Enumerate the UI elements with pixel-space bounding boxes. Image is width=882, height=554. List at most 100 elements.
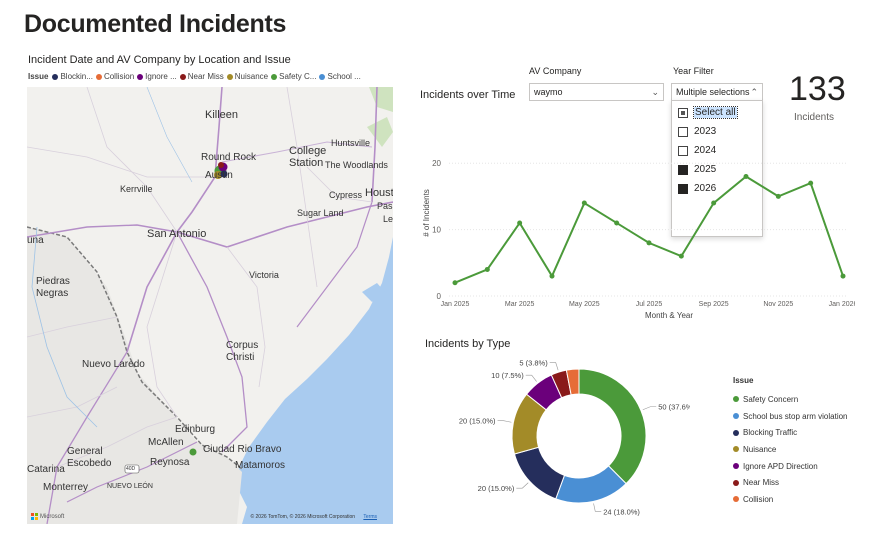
city-edinburg: Edinburg xyxy=(175,424,216,435)
marker-austin-nuisance[interactable] xyxy=(214,171,222,179)
map-copyright: © 2026 TomTom, © 2026 Microsoft Corporat… xyxy=(250,514,355,520)
data-point[interactable] xyxy=(646,240,652,246)
y-tick-label: 10 xyxy=(432,226,441,235)
checkbox-checked-icon[interactable] xyxy=(678,164,688,175)
map-canvas xyxy=(27,87,393,524)
year-option-2024[interactable]: 2024 xyxy=(678,145,716,156)
map-legend-item[interactable]: Blockin... xyxy=(52,72,93,81)
x-axis-label: Month & Year xyxy=(645,311,693,320)
checkbox-partial-icon[interactable] xyxy=(678,107,688,118)
city-san-antonio: San Antonio xyxy=(147,228,207,240)
legend-dot-icon xyxy=(733,463,739,470)
av-company-dropdown[interactable]: waymo ⌄ xyxy=(529,83,664,101)
incidents-over-time-chart[interactable]: 0 10 20 Jan 2025 Mar 2025 May 2025 Jul 2025 Sep… xyxy=(415,128,855,326)
map-legend-label: Collision xyxy=(103,72,135,81)
data-point[interactable] xyxy=(808,180,814,186)
donut-data-label: 20 (15.0%) xyxy=(459,417,496,426)
x-tick-label: Nov 2025 xyxy=(763,301,793,308)
donut-legend-label: Ignore APD Direction xyxy=(743,461,818,471)
data-label-leader xyxy=(642,406,657,411)
marker-austin-nearmiss[interactable] xyxy=(218,162,224,168)
donut-legend-item[interactable]: Collision xyxy=(733,491,848,508)
map-legend-label: School ... xyxy=(327,72,361,81)
region-nuevo-leon: NUEVO LEÓN xyxy=(107,483,153,490)
map-legend-label: Nuisance xyxy=(234,72,269,81)
legend-dot-icon xyxy=(52,73,59,80)
chevron-down-icon: ⌄ xyxy=(651,86,659,97)
donut-data-label: 50 (37.6%) xyxy=(658,403,690,412)
year-option-2026[interactable]: 2026 xyxy=(678,183,716,194)
legend-dot-icon xyxy=(95,73,102,80)
microsoft-logo: Microsoft xyxy=(31,513,64,520)
marker-austin-blocking[interactable] xyxy=(220,170,228,178)
donut-legend-item[interactable]: Nuisance xyxy=(733,441,848,458)
donut-legend-item[interactable]: Safety Concern xyxy=(733,391,848,408)
microsoft-logo-icon xyxy=(31,513,38,520)
donut-legend-item[interactable]: Near Miss xyxy=(733,474,848,491)
av-company-value: waymo xyxy=(534,87,563,97)
city-catarina: Catarina xyxy=(27,464,65,475)
city-cypress: Cypress xyxy=(329,190,363,200)
city-kerrville: Kerrville xyxy=(120,184,153,194)
data-point[interactable] xyxy=(549,273,555,279)
year-filter-label: Year Filter xyxy=(673,66,714,76)
data-point[interactable] xyxy=(484,266,490,272)
donut-slice[interactable] xyxy=(578,368,647,485)
data-point[interactable] xyxy=(840,273,846,279)
data-point[interactable] xyxy=(775,193,781,199)
donut-legend-item[interactable]: Ignore APD Direction xyxy=(733,458,848,475)
checkbox-empty-icon[interactable] xyxy=(678,126,688,137)
route-shield-label: 40D xyxy=(126,466,136,472)
city-piedras-negras: Piedras Negras xyxy=(36,276,70,299)
year-option-2023[interactable]: 2023 xyxy=(678,126,716,137)
map-legend-item[interactable]: Ignore ... xyxy=(137,72,177,81)
map-legend: Issue Blockin... Collision Ignore ... Near … xyxy=(28,72,364,81)
legend-dot-icon xyxy=(733,429,739,436)
data-point[interactable] xyxy=(581,200,587,206)
map-legend-item[interactable]: Collision xyxy=(95,72,135,81)
data-point[interactable] xyxy=(452,280,458,286)
data-point[interactable] xyxy=(678,253,684,259)
map-legend-item[interactable]: School ... xyxy=(319,72,361,81)
data-label-leader xyxy=(497,420,512,423)
incident-map[interactable]: Killeen Round Rock Austin College Statio… xyxy=(27,87,393,524)
donut-chart-title: Incidents by Type xyxy=(425,338,511,350)
map-legend-item[interactable]: Near Miss xyxy=(179,72,224,81)
donut-legend-title: Issue xyxy=(733,376,754,385)
data-label-leader xyxy=(549,362,559,371)
city-nuevo-laredo: Nuevo Laredo xyxy=(82,359,145,370)
donut-legend-item[interactable]: School bus stop arm violation xyxy=(733,408,848,425)
checkbox-checked-icon[interactable] xyxy=(678,183,688,194)
map-legend-item[interactable]: Safety C... xyxy=(271,72,316,81)
donut-slice[interactable] xyxy=(565,368,580,396)
donut-legend-label: Nuisance xyxy=(743,444,777,454)
checkbox-empty-icon[interactable] xyxy=(678,145,688,156)
y-tick-label: 0 xyxy=(437,292,442,301)
data-point[interactable] xyxy=(711,200,717,206)
year-option-select-all[interactable]: Select all xyxy=(678,106,738,119)
data-point[interactable] xyxy=(614,220,620,226)
donut-legend-item[interactable]: Blocking Traffic xyxy=(733,424,848,441)
line-chart-title: Incidents over Time xyxy=(420,89,516,101)
year-option-2025[interactable]: 2025 xyxy=(678,164,716,175)
year-filter-value: Multiple selections xyxy=(676,87,750,97)
legend-dot-icon xyxy=(733,446,739,453)
series-line[interactable] xyxy=(454,175,844,284)
x-tick-label: Jan 2026 xyxy=(829,301,855,308)
data-point[interactable] xyxy=(517,220,523,226)
city-corpus-christi: Corpus Christi xyxy=(226,340,259,363)
map-legend-label: Near Miss xyxy=(187,72,224,81)
city-matamoros: Matamoros xyxy=(235,460,286,471)
incidents-by-type-chart[interactable]: 50 (37.6%) 24 (18.0%) 20 (15.0%) 20 (15.0%)… xyxy=(440,355,690,535)
donut-data-label: 24 (18.0%) xyxy=(603,507,640,516)
map-terms-link[interactable]: Terms xyxy=(363,514,377,520)
city-the-woodlands: The Woodlands xyxy=(325,160,388,170)
city-monterrey: Monterrey xyxy=(43,482,89,493)
map-legend-item[interactable]: Nuisance xyxy=(226,72,269,81)
year-option-label: 2025 xyxy=(694,164,717,175)
data-point[interactable] xyxy=(743,173,749,179)
year-filter-dropdown[interactable]: Multiple selections ⌃ xyxy=(671,83,763,101)
donut-slice[interactable] xyxy=(513,446,566,500)
legend-dot-icon xyxy=(733,413,739,420)
marker-mcallen[interactable] xyxy=(189,448,197,456)
